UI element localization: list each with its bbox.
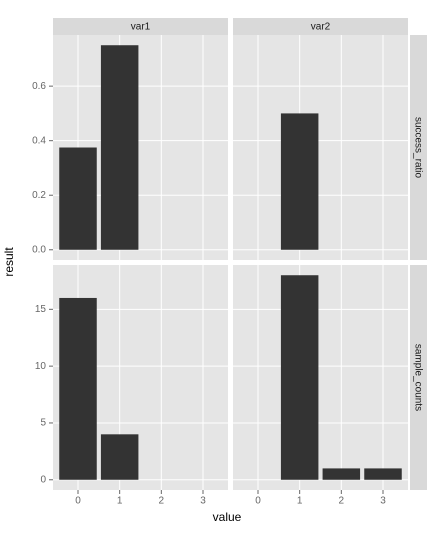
x-tick-label: 3 [380,496,386,507]
y-tick-label: 0.6 [32,81,46,92]
x-tick-label: 1 [297,496,303,507]
strip-label: success_ratio [412,117,423,179]
strip [53,18,228,35]
x-tick-label: 0 [255,496,261,507]
strip-label: var1 [131,22,151,33]
panel-background [233,35,408,260]
bar [100,45,139,250]
strip-label: var2 [311,22,331,33]
y-tick-label: 5 [40,418,46,429]
y-tick-label: 0.4 [32,135,46,146]
x-tick-label: 2 [339,496,345,507]
bar [100,434,139,480]
bar [322,468,361,480]
x-axis-title: value [213,510,242,524]
bar [59,297,97,480]
x-tick-label: 1 [117,496,123,507]
y-tick-label: 0.2 [32,190,46,201]
x-tick-label: 0 [75,496,81,507]
y-tick-label: 0.0 [32,244,46,255]
bar [59,147,97,250]
y-tick-label: 10 [35,361,47,372]
bar [280,275,319,480]
strip [410,265,427,490]
y-tick-label: 15 [35,304,47,315]
x-tick-label: 3 [200,496,206,507]
strip-label: sample_counts [412,344,423,411]
panel-background [233,265,408,490]
strip [410,35,427,260]
strip [233,18,408,35]
y-axis-title: result [2,247,16,277]
y-tick-label: 0 [40,474,46,485]
bar [280,113,319,250]
bar [364,468,402,480]
x-tick-label: 2 [159,496,165,507]
